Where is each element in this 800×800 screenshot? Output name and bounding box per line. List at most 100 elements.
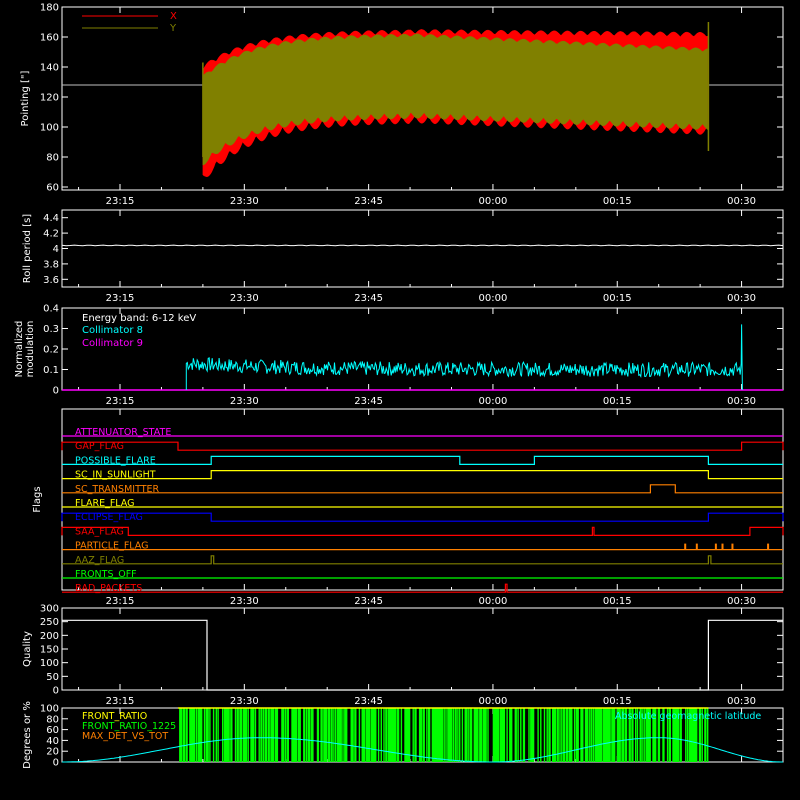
pointing-xtick-label: 23:45 [354, 196, 383, 207]
geomag-series-latitude [62, 737, 783, 763]
modulation-ytick-label: 0.1 [43, 365, 59, 376]
flags-xtick-label: 00:30 [727, 596, 756, 607]
flags-xtick-label: 00:15 [603, 596, 632, 607]
flag-label-flare-flag: FLARE_FLAG [75, 498, 135, 509]
quality-xtick-label: 23:45 [354, 696, 383, 707]
modulation-xtick-label: 23:30 [230, 396, 259, 407]
pointing-ytick-label: 80 [46, 153, 59, 164]
geomag-annotation: Absolute geomagnetic latitude [615, 711, 761, 722]
flag-line-bad-packets [62, 583, 783, 593]
quality-xtick-label: 00:30 [727, 696, 756, 707]
pointing-xtick-label: 00:00 [479, 196, 508, 207]
pointing-legend-label: Y [169, 23, 177, 34]
geomag-ytick-label: 0 [53, 758, 59, 769]
modulation-series-collimator-8 [185, 324, 743, 391]
flag-label-bad-packets: BAD_PACKETS [75, 583, 142, 594]
flag-label-sc-transmitter: SC_TRANSMITTER [75, 484, 160, 495]
modulation-panel: 23:1523:3023:4500:0000:1500:3000:4500.10… [14, 304, 784, 407]
modulation-ytick-label: 0.3 [43, 324, 59, 335]
pointing-xtick-label: 23:30 [230, 196, 259, 207]
quality-series-line [62, 619, 783, 691]
modulation-xtick-label: 00:30 [727, 396, 756, 407]
flag-label-aaz-flag: AAZ_FLAG [75, 555, 124, 566]
flag-label-sc-in-sunlight: SC_IN_SUNLIGHT [75, 470, 156, 481]
geomag-ytick-label: 40 [46, 736, 59, 747]
geomag-ylabel: Degrees or % [22, 701, 33, 769]
roll-ytick-label: 4 [53, 244, 59, 255]
geomag-ytick-label: 100 [40, 704, 59, 715]
flag-label-gap-flag: GAP_FLAG [75, 441, 124, 452]
pointing-series-y [202, 33, 708, 166]
roll-xtick-label: 23:30 [230, 293, 259, 304]
geomag-legend-max-det-vs-tot: MAX_DET_VS_TOT [82, 731, 168, 742]
flag-label-fronts-off: FRONTS_OFF [75, 569, 137, 580]
pointing-frame [61, 6, 784, 191]
pointing-ytick-label: 180 [40, 3, 59, 14]
pointing-legend-label: X [170, 11, 177, 22]
modulation-ylabel: Normalized [14, 321, 25, 378]
pointing-ytick-label: 140 [40, 63, 59, 74]
roll-series-line [61, 244, 784, 247]
roll-ytick-label: 4.4 [43, 213, 59, 224]
roll-ylabel: Roll period [s] [22, 214, 33, 283]
geomag-series-front-ratio-1225 [179, 708, 709, 762]
modulation-legend-collimator-9: Collimator 9 [82, 338, 143, 349]
flag-label-possible-flare: POSSIBLE_FLARE [75, 455, 156, 466]
flag-line-saa-flag [61, 526, 784, 536]
modulation-xtick-label: 23:15 [106, 396, 135, 407]
geomag-ytick-label: 80 [46, 714, 59, 725]
pointing-ytick-label: 100 [40, 123, 59, 134]
flag-label-attenuator-state: ATTENUATOR_STATE [75, 427, 171, 438]
quality-ytick-label: 100 [40, 658, 59, 669]
quality-ytick-label: 0 [53, 686, 59, 697]
geomag-ytick-label: 60 [46, 725, 59, 736]
quality-panel: 23:1523:3023:4500:0000:1500:3000:4505010… [22, 604, 784, 707]
pointing-xtick-label: 00:30 [727, 196, 756, 207]
modulation-legend-collimator-8: Collimator 8 [82, 325, 143, 336]
pointing-xtick-label: 23:15 [106, 196, 135, 207]
flags-xtick-label: 00:00 [479, 596, 508, 607]
flags-ylabel: Flags [32, 486, 43, 512]
flag-line-possible-flare [62, 455, 783, 465]
flag-line-sc-in-sunlight [62, 470, 783, 480]
flags-panel: 23:1523:3023:4500:0000:1500:3000:45Flags… [32, 408, 784, 607]
modulation-ytick-label: 0.4 [43, 304, 59, 315]
pointing-xtick-label: 00:15 [603, 196, 632, 207]
modulation-ytick-label: 0 [53, 386, 59, 397]
pointing-ylabel: Pointing ["] [20, 70, 31, 126]
quality-ytick-label: 150 [40, 645, 59, 656]
roll-xtick-label: 00:15 [603, 293, 632, 304]
roll-xtick-label: 23:15 [106, 293, 135, 304]
pointing-ytick-label: 60 [46, 183, 59, 194]
modulation-xtick-label: 00:00 [479, 396, 508, 407]
flags-xtick-label: 23:30 [230, 596, 259, 607]
roll-xtick-label: 00:30 [727, 293, 756, 304]
pointing-panel: 23:1523:3023:4500:0000:1500:3000:4560801… [20, 3, 784, 207]
geomag-ytick-label: 20 [46, 747, 59, 758]
roll-xtick-label: 00:00 [479, 293, 508, 304]
flag-label-particle-flag: PARTICLE_FLAG [75, 541, 148, 552]
modulation-xtick-label: 23:45 [354, 396, 383, 407]
modulation-legend-title: Energy band: 6-12 keV [82, 313, 196, 324]
flag-label-saa-flag: SAA_FLAG [75, 526, 124, 537]
quality-ytick-label: 250 [40, 617, 59, 628]
roll-ytick-label: 4.2 [43, 229, 59, 240]
flag-line-eclipse-flag [61, 512, 784, 522]
quality-xtick-label: 23:30 [230, 696, 259, 707]
quality-xtick-label: 23:15 [106, 696, 135, 707]
flag-label-eclipse-flag: ECLIPSE_FLAG [75, 512, 143, 523]
flag-line-aaz-flag [62, 555, 783, 565]
quality-xtick-label: 00:00 [479, 696, 508, 707]
quality-ylabel: Quality [22, 631, 33, 667]
flag-line-sc-transmitter [62, 484, 783, 494]
modulation-ytick-label: 0.2 [43, 345, 59, 356]
quality-ytick-label: 300 [40, 604, 59, 615]
flags-frame [61, 408, 784, 591]
geomag-legend-front-ratio-1225: FRONT_RATIO_1225 [82, 721, 176, 732]
modulation-xtick-label: 00:15 [603, 396, 632, 407]
geomag-legend-front-ratio: FRONT_RATIO [82, 711, 147, 722]
roll-xtick-label: 23:45 [354, 293, 383, 304]
roll-ytick-label: 3.6 [43, 275, 59, 286]
